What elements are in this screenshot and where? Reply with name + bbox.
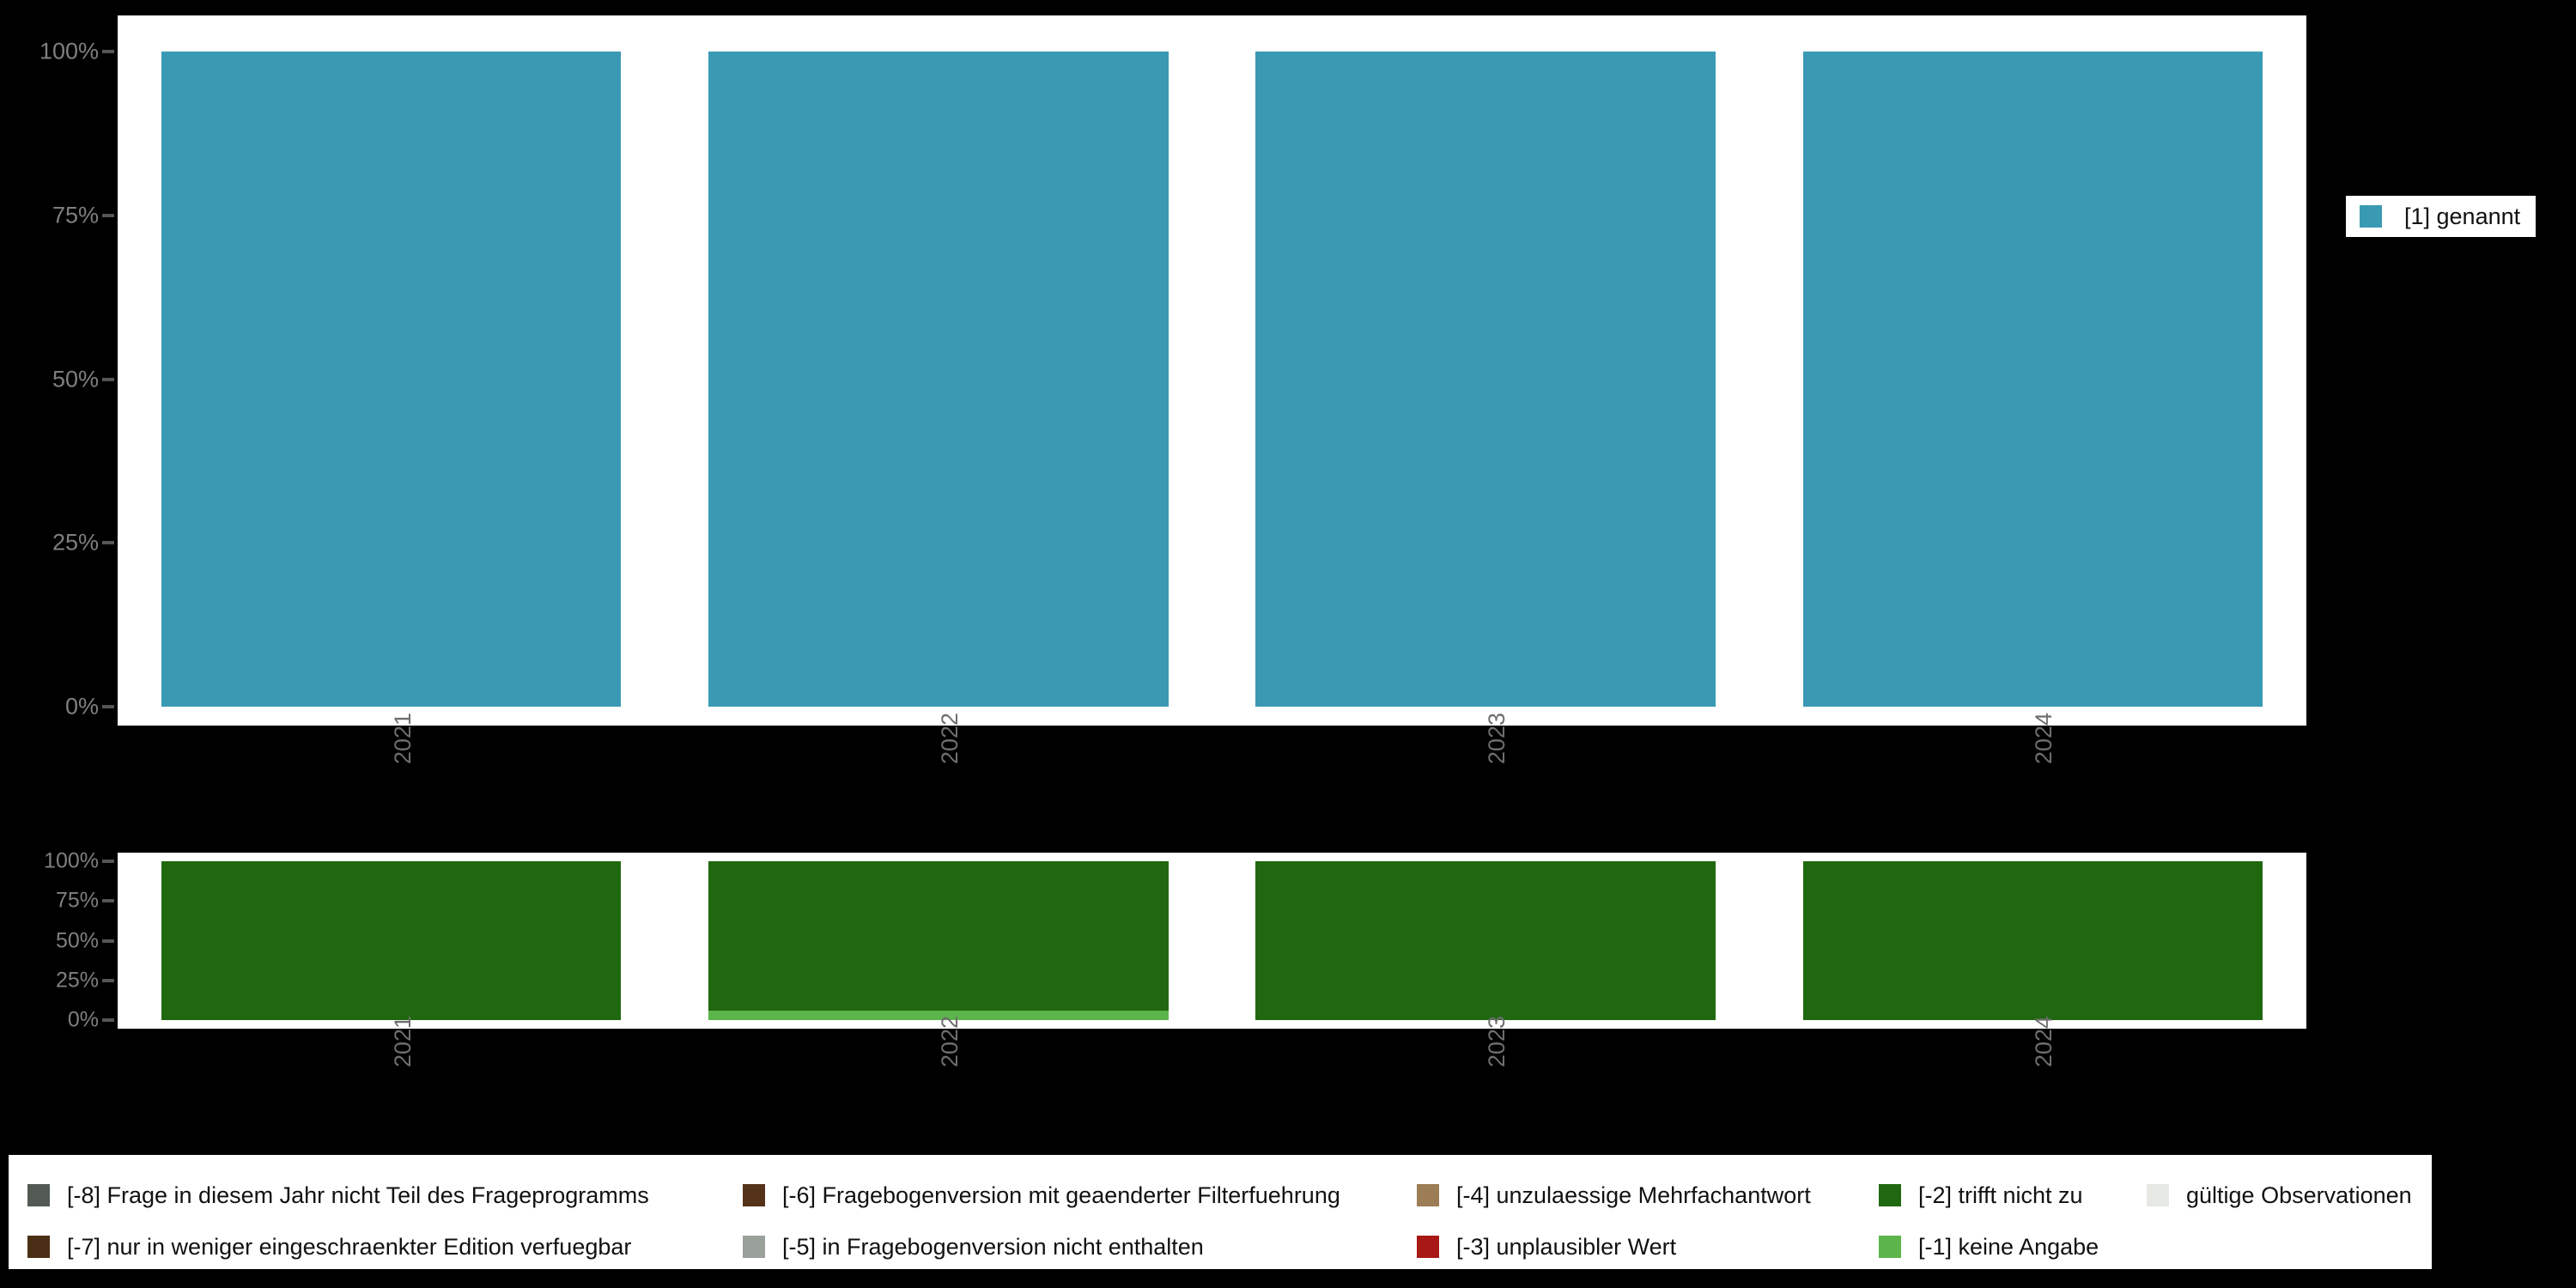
missing-values-plot-area [118,853,2306,1029]
x-tick-label: 2023 [1484,1015,1510,1068]
top-y-axis: 100% 75% 50% 25% 0% [0,15,118,726]
legend-item: [-2] trifft nicht zu [1879,1176,2083,1215]
legend-item: [-5] in Fragebogenversion nicht enthalte… [743,1227,1204,1267]
bar-2021 [161,52,622,707]
y-tick-mark [102,899,114,903]
y-tick-label: 0% [67,1007,99,1032]
legend-missing-values: [-8] Frage in diesem Jahr nicht Teil des… [9,1155,2432,1269]
bar-segment [1255,52,1716,707]
y-tick-mark [102,939,114,943]
y-tick-label: 75% [52,202,99,228]
legend-swatch-genannt [2360,205,2382,228]
bar-2022 [708,861,1169,1020]
legend-swatch [1879,1184,1901,1206]
y-tick-label: 100% [44,848,99,873]
bottom-y-axis: 100% 75% 50% 25% 0% [0,848,118,1032]
legend-swatch [27,1184,50,1206]
legend-label: [-2] trifft nicht zu [1918,1182,2083,1208]
legend-item: [-3] unplausibler Wert [1417,1227,1676,1267]
bar-segment [1255,861,1716,1020]
y-tick-label: 25% [52,529,99,556]
legend-item: gültige Observationen [2147,1176,2412,1215]
legend-label: gültige Observationen [2186,1182,2412,1208]
bottom-x-axis: 2021 2022 2023 2024 [118,1016,2306,1138]
legend-item: [-4] unzulaessige Mehrfachantwort [1417,1176,1811,1215]
legend-label: [-6] Fragebogenversion mit geaenderter F… [782,1182,1340,1208]
bar-segment [161,861,622,1020]
bar-2024 [1802,861,2263,1020]
y-tick-label: 50% [55,928,99,952]
y-tick-label: 75% [55,888,99,913]
x-tick-label: 2021 [389,1015,416,1068]
bar-segment [1802,861,2263,1020]
y-tick-mark [102,50,114,53]
x-tick-label: 2022 [936,712,963,765]
bar-2021 [161,861,622,1020]
y-tick-mark [102,541,114,545]
y-tick-mark [102,1018,114,1022]
legend-item: [-8] Frage in diesem Jahr nicht Teil des… [27,1176,649,1215]
legend-swatch [1417,1184,1439,1206]
legend-swatch [1879,1236,1901,1258]
legend-label: [-3] unplausibler Wert [1456,1233,1677,1260]
legend-swatch [743,1184,765,1206]
bottom-bar-container [118,853,2306,1029]
y-tick-label: 25% [55,968,99,993]
x-tick-label: 2021 [389,712,416,765]
bar-segment [708,861,1169,1011]
y-tick-mark [102,377,114,381]
legend-label-genannt: [1] genannt [2404,203,2521,229]
x-tick-label: 2024 [2031,1015,2057,1068]
y-tick-mark [102,978,114,982]
legend-item: [-7] nur in weniger eingeschraenkter Edi… [27,1227,631,1267]
bar-2023 [1255,861,1716,1020]
x-tick-label: 2024 [2031,712,2057,765]
y-tick-mark [102,213,114,217]
y-tick-label: 100% [39,38,99,64]
legend-valid-values: [1] genannt [2346,196,2537,237]
legend-row-top: [-8] Frage in diesem Jahr nicht Teil des… [9,1176,2432,1215]
x-tick-label: 2023 [1484,712,1510,765]
bar-2024 [1802,52,2263,707]
legend-item: [-1] keine Angabe [1879,1227,2099,1267]
bar-segment [1802,52,2263,707]
legend-swatch [2147,1184,2169,1206]
y-tick-mark [102,860,114,863]
bar-segment [708,1010,1169,1020]
legend-label: [-7] nur in weniger eingeschraenkter Edi… [67,1233,632,1260]
legend-swatch [743,1236,765,1258]
y-tick-label: 0% [64,693,99,720]
bar-2022 [708,52,1169,707]
top-x-axis: 2021 2022 2023 2024 [118,713,2306,835]
x-tick-label: 2022 [936,1015,963,1068]
y-tick-label: 50% [52,366,99,392]
bar-2023 [1255,52,1716,707]
legend-item: [-6] Fragebogenversion mit geaenderter F… [743,1176,1340,1215]
legend-label: [-8] Frage in diesem Jahr nicht Teil des… [67,1182,649,1208]
legend-row-bottom: [-7] nur in weniger eingeschraenkter Edi… [9,1227,2432,1267]
top-bar-container [118,15,2306,726]
legend-swatch [27,1236,50,1258]
legend-label: [-4] unzulaessige Mehrfachantwort [1456,1182,1811,1208]
legend-swatch [1417,1236,1439,1258]
legend-label: [-1] keine Angabe [1918,1233,2099,1260]
y-tick-mark [102,705,114,708]
valid-values-plot-area [118,15,2306,726]
legend-label: [-5] in Fragebogenversion nicht enthalte… [782,1233,1204,1260]
bar-segment [708,52,1169,707]
bar-segment [161,52,622,707]
